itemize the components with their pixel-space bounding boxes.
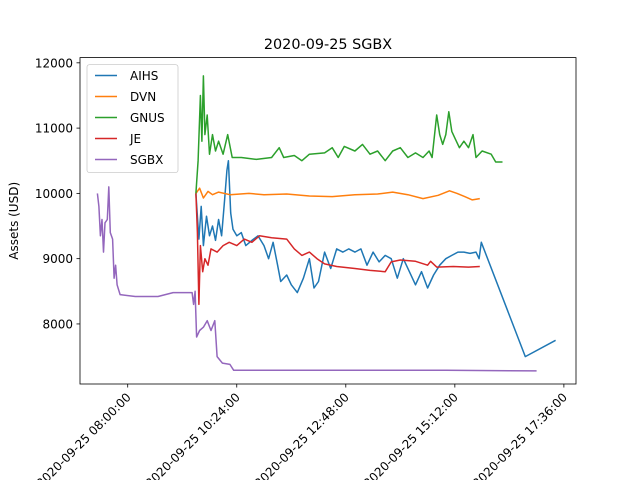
y-tick-label: 11000 bbox=[35, 122, 73, 136]
plot-frame bbox=[79, 57, 577, 385]
series-line-gnus bbox=[195, 75, 503, 194]
y-tick-label: 10000 bbox=[35, 187, 73, 201]
legend-label-gnus: GNUS bbox=[130, 111, 165, 125]
legend-label-aihs: AIHS bbox=[130, 69, 158, 83]
series-line-dvn bbox=[195, 187, 480, 201]
y-tick-label: 9000 bbox=[42, 252, 73, 266]
legend: AIHS DVN GNUS JE SGBX bbox=[86, 64, 179, 173]
series-line-sgbx bbox=[96, 186, 537, 372]
chart-title: 2020-09-25 SGBX bbox=[264, 37, 392, 53]
y-axis: 8000 9000 10000 11000 12000 bbox=[35, 56, 80, 331]
y-tick-label: 8000 bbox=[42, 317, 73, 331]
legend-box bbox=[86, 64, 179, 173]
y-tick-label: 12000 bbox=[35, 56, 73, 70]
series-line-je bbox=[195, 193, 480, 306]
legend-label-dvn: DVN bbox=[130, 90, 156, 104]
legend-label-sgbx: SGBX bbox=[130, 153, 163, 167]
y-axis-label: Assets (USD) bbox=[7, 182, 21, 260]
series-layer bbox=[96, 75, 556, 372]
legend-label-je: JE bbox=[129, 132, 141, 146]
